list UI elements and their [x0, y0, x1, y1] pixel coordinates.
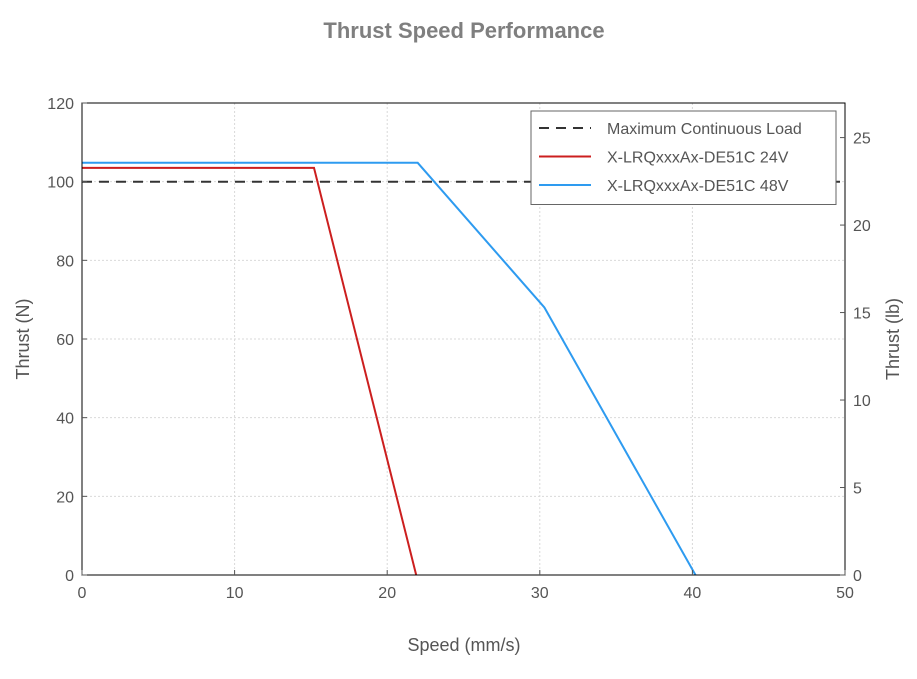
y2-tick-label: 25 [853, 131, 871, 148]
y-tick-label: 60 [56, 332, 74, 349]
y-tick-label: 20 [56, 489, 74, 506]
y2-tick-label: 5 [853, 481, 862, 498]
legend-entry: X-LRQxxxAx-DE51C 24V [607, 150, 789, 167]
y2-tick-label: 20 [853, 218, 871, 235]
y-tick-label: 40 [56, 411, 74, 428]
legend-entry: X-LRQxxxAx-DE51C 48V [607, 178, 789, 195]
x-tick-label: 0 [78, 585, 87, 602]
y2-tick-label: 10 [853, 393, 871, 410]
x-tick-label: 30 [531, 585, 549, 602]
series-line-2 [82, 166, 418, 576]
y-tick-label: 80 [56, 253, 74, 270]
legend-entry: Maximum Continuous Load [607, 121, 802, 138]
x-tick-label: 20 [378, 585, 396, 602]
y-tick-label: 0 [65, 568, 74, 585]
y2-tick-label: 15 [853, 306, 871, 323]
y-axis-label: Thrust (N) [13, 299, 33, 380]
series-line-3 [82, 161, 697, 576]
y-tick-label: 120 [47, 96, 74, 113]
x-tick-label: 10 [226, 585, 244, 602]
legend: Maximum Continuous Load X-LRQxxxAx-DE51C … [530, 110, 837, 205]
series-lines [82, 161, 845, 576]
x-tick-label: 40 [684, 585, 702, 602]
chart-title: Thrust Speed Performance [323, 18, 604, 43]
legend-box [530, 110, 837, 205]
y2-axis-label: Thrust (lb) [883, 298, 903, 380]
x-tick-label: 50 [836, 585, 854, 602]
y-tick-label: 100 [47, 175, 74, 192]
y2-tick-label: 0 [853, 568, 862, 585]
x-axis-label: Speed (mm/s) [407, 635, 520, 655]
